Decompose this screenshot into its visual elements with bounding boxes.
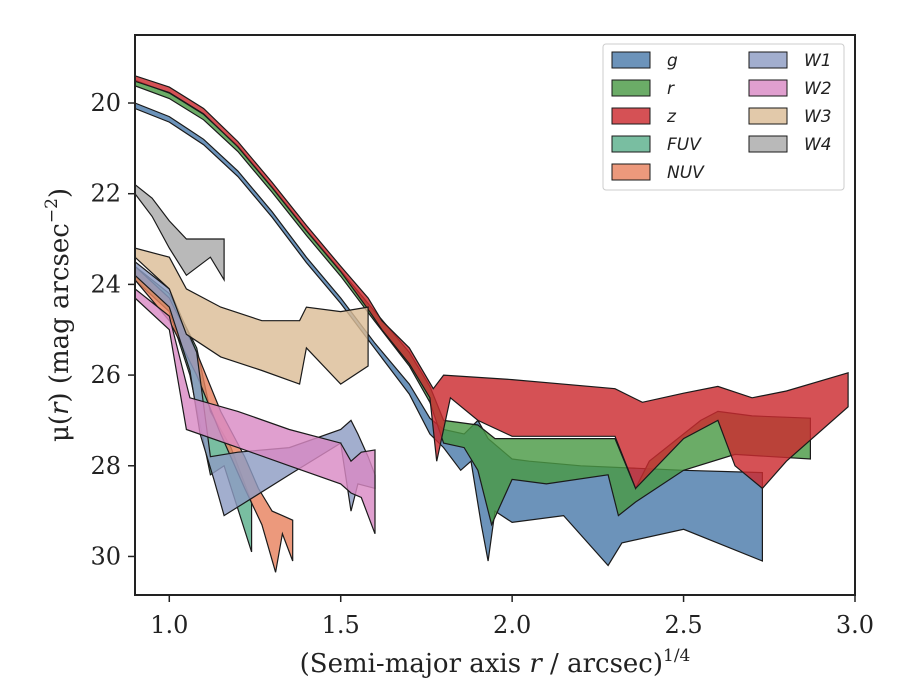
x-tick-label: 1.5 — [322, 611, 360, 639]
band-z — [135, 75, 849, 490]
x-tick-label: 2.0 — [493, 611, 531, 639]
legend-swatch-w4 — [748, 135, 788, 153]
legend-label-w1: W1 — [804, 51, 832, 71]
y-tick-label: 20 — [90, 89, 121, 117]
band-g — [135, 102, 764, 567]
y-axis-label: μ(r) (mag arcsec−2) — [42, 188, 75, 442]
legend-label-fuv: FUV — [667, 135, 702, 155]
legend: grz FUV NUV W1 W2 W3 W4 — [602, 43, 845, 191]
legend-swatch-w1 — [748, 51, 788, 69]
y-tick-label: 28 — [90, 452, 121, 480]
y-tick-label: 30 — [90, 542, 121, 570]
legend-label-w3: W3 — [804, 107, 832, 127]
band-w3 — [135, 247, 369, 385]
x-tick-label: 1.0 — [150, 611, 188, 639]
legend-label-w2: W2 — [804, 79, 832, 99]
legend-swatch-w2 — [748, 79, 788, 97]
x-tick-label: 2.5 — [664, 611, 702, 639]
y-tick-label: 22 — [90, 180, 121, 208]
legend-swatch-r — [611, 79, 651, 97]
legend-label-nuv: NUV — [667, 163, 705, 183]
legend-label-z: z — [666, 107, 677, 127]
x-tick-label: 3.0 — [836, 611, 874, 639]
band-w2 — [135, 288, 376, 535]
x-axis-label: (Semi-major axis r / arcsec)1/4 — [300, 646, 691, 679]
legend-swatch-nuv — [611, 163, 651, 181]
legend-swatch-w3 — [748, 107, 788, 125]
legend-swatch-fuv — [611, 135, 651, 153]
y-axis-ticks: 20 22 24 26 28 30 — [90, 89, 135, 570]
legend-label-g: g — [667, 51, 678, 71]
legend-label-w4: W4 — [804, 135, 832, 155]
y-tick-label: 24 — [90, 270, 121, 298]
legend-label-r: r — [667, 79, 675, 99]
band-w4 — [135, 183, 225, 283]
legend-swatch-g — [611, 51, 651, 69]
y-tick-label: 26 — [90, 361, 121, 389]
plot-frame — [134, 34, 856, 596]
legend-swatch-z — [611, 107, 651, 125]
profile-bands — [135, 75, 849, 573]
x-axis-ticks: 1.0 1.5 2.0 2.5 3.0 — [150, 595, 874, 639]
